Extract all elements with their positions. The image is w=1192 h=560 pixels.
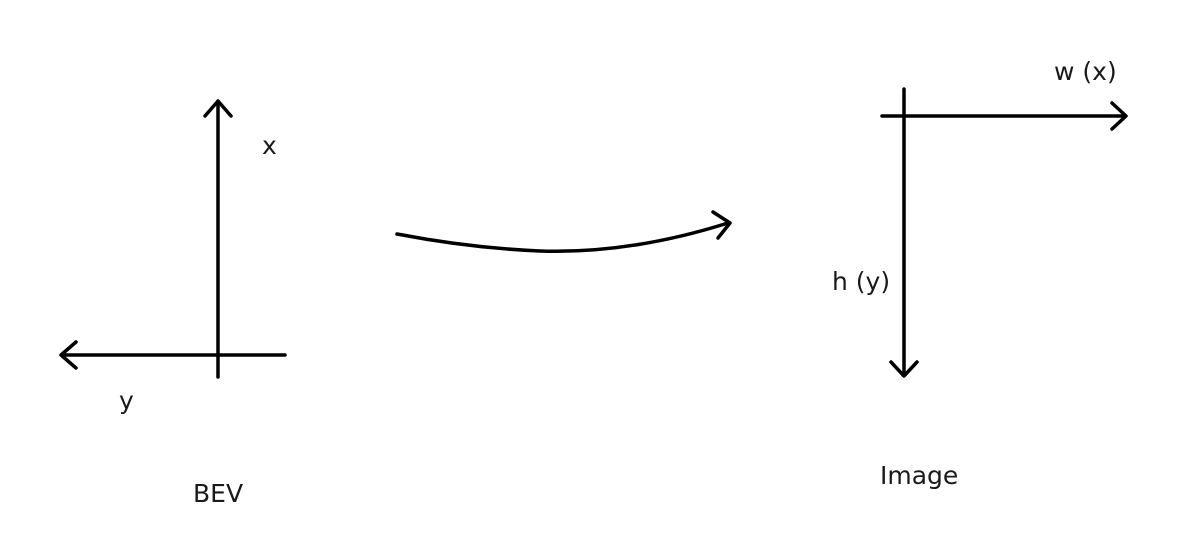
bev-y-axis-label: y [119,386,134,415]
transform-arrowhead [711,210,732,240]
image-caption: Image [880,461,958,490]
bev-y-arrowhead [59,340,78,370]
bev-x-axis-label: x [262,131,277,160]
image-frame: w (x) h (y) Image [832,57,1128,490]
transform-arrow-curve [395,221,730,254]
bev-x-arrowhead [203,99,233,118]
image-w-axis-label: w (x) [1054,57,1117,86]
bev-frame: x y BEV [59,99,287,508]
bev-caption: BEV [193,479,243,508]
image-h-arrowhead [889,360,919,378]
image-w-arrowhead [1110,101,1128,131]
image-h-axis-label: h (y) [832,267,890,296]
transform-arrow [395,210,732,254]
